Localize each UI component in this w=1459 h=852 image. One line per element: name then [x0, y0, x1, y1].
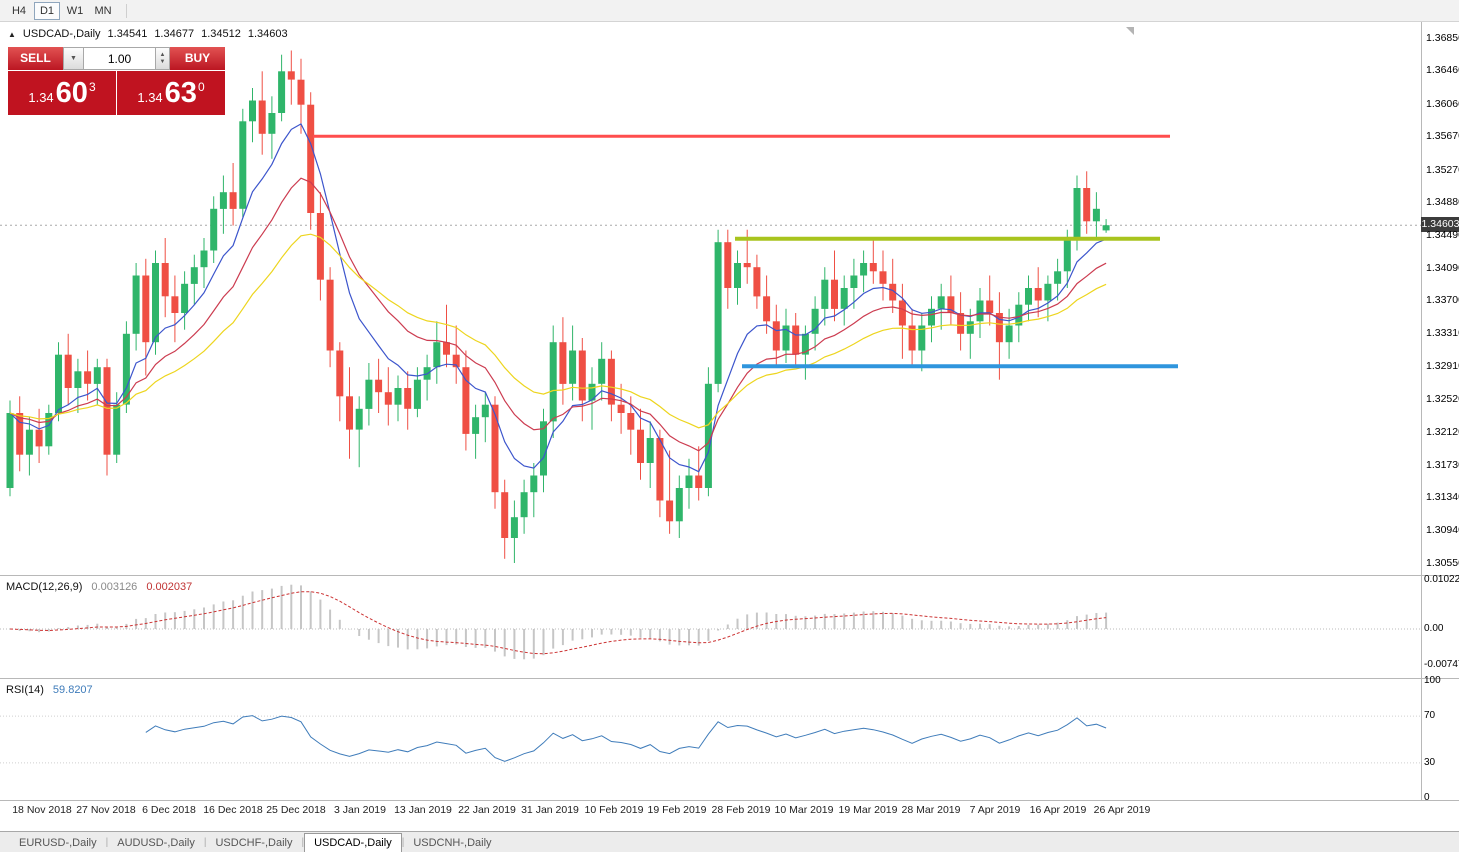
timeframe-d1[interactable]: D1 — [34, 1, 60, 20]
price-axis-label: 1.32910 — [1426, 360, 1459, 372]
price-axis-label: 1.36850 — [1426, 32, 1459, 44]
time-axis-label: 7 Apr 2019 — [969, 804, 1021, 816]
chart-tab-eurusd[interactable]: EURUSD-,Daily — [19, 837, 97, 849]
tab-separator: | — [203, 837, 207, 848]
macd-title: MACD(12,26,9) — [6, 581, 83, 593]
buy-button[interactable]: BUY — [170, 47, 225, 70]
time-axis-label: 16 Apr 2019 — [1029, 804, 1087, 816]
close-value: 1.34603 — [247, 28, 288, 40]
price-axis-line — [1421, 22, 1422, 800]
price-axis-label: 1.33700 — [1426, 294, 1459, 306]
timeframe-h4[interactable]: H4 — [11, 4, 27, 17]
price-axis-label: 1.32520 — [1426, 393, 1459, 405]
rsi-axis-label: 100 — [1424, 675, 1441, 686]
macd-panel-canvas[interactable] — [0, 576, 1421, 678]
chart-shift-marker-icon[interactable] — [1126, 27, 1134, 35]
timeframe-toolbar: H4 D1 W1 MN — [0, 0, 1459, 22]
time-axis-label: 26 Apr 2019 — [1093, 804, 1151, 816]
current-price-badge: 1.34603 — [1421, 217, 1459, 232]
timeframe-w1[interactable]: W1 — [66, 4, 84, 17]
rsi-axis-label: 70 — [1424, 710, 1436, 721]
symbol-label: USDCAD-,Daily — [22, 28, 101, 40]
price-axis-label: 1.35670 — [1426, 130, 1459, 142]
price-axis-label: 1.36460 — [1426, 64, 1459, 76]
macd-main-value: 0.003126 — [91, 581, 138, 593]
buy-price-main: 63 — [164, 76, 197, 109]
volume-input[interactable] — [84, 47, 156, 70]
sell-price-main: 60 — [55, 76, 88, 109]
price-axis-label: 1.36060 — [1426, 98, 1459, 110]
tab-separator: | — [105, 837, 109, 848]
time-axis-label: 16 Dec 2018 — [203, 804, 263, 816]
macd-signal-value: 0.002037 — [146, 581, 193, 593]
low-value: 1.34512 — [201, 28, 241, 40]
buy-price-pip: 0 — [197, 79, 205, 94]
macd-axis-label: 0.0102297 — [1424, 574, 1459, 585]
macd-axis-label: -0.0074741 — [1424, 659, 1459, 670]
price-axis-label: 1.31340 — [1426, 491, 1459, 503]
time-axis-label: 19 Feb 2019 — [647, 804, 707, 816]
price-axis-label: 1.33310 — [1426, 327, 1459, 339]
buy-price-display[interactable]: 1.34 63 0 — [117, 71, 225, 115]
volume-dropdown-icon[interactable]: ▼ — [63, 47, 84, 70]
timeframe-buttons: H4 D1 W1 MN — [6, 1, 116, 20]
buy-price-prefix: 1.34 — [137, 90, 163, 105]
macd-label: MACD(12,26,9) 0.003126 0.002037 — [6, 581, 192, 593]
toolbar-divider — [126, 3, 127, 18]
time-axis-label: 19 Mar 2019 — [838, 804, 898, 816]
macd-panel-divider[interactable] — [0, 575, 1459, 576]
chart-tab-usdchf[interactable]: USDCHF-,Daily — [215, 837, 293, 849]
macd-axis-label: 0.00 — [1424, 623, 1444, 634]
open-value: 1.34541 — [107, 28, 148, 40]
sell-price-pip: 3 — [88, 79, 96, 94]
chart-tab-usdcnh[interactable]: USDCNH-,Daily — [413, 837, 492, 849]
time-axis-divider — [0, 800, 1459, 801]
time-axis-label: 10 Mar 2019 — [774, 804, 834, 816]
rsi-value: 59.8207 — [52, 684, 93, 696]
time-axis-label: 3 Jan 2019 — [334, 804, 386, 816]
tab-separator: | — [301, 837, 305, 848]
high-value: 1.34677 — [154, 28, 195, 40]
volume-stepper[interactable]: ▲ ▼ — [156, 47, 170, 70]
sell-price-prefix: 1.34 — [28, 90, 54, 105]
tab-separator: | — [401, 837, 405, 848]
time-axis-label: 27 Nov 2018 — [76, 804, 136, 816]
rsi-panel-divider[interactable] — [0, 678, 1459, 679]
time-axis-label: 13 Jan 2019 — [394, 804, 452, 816]
rsi-title: RSI(14) — [6, 684, 44, 696]
price-axis-label: 1.34880 — [1426, 196, 1459, 208]
time-axis-label: 31 Jan 2019 — [521, 804, 579, 816]
stepper-down-icon[interactable]: ▼ — [159, 58, 166, 65]
rsi-axis-label: 0 — [1424, 792, 1430, 803]
time-axis-label: 6 Dec 2018 — [142, 804, 196, 816]
chart-ohlc-header: ▲ USDCAD-,Daily 1.34541 1.34677 1.34512 … — [8, 28, 288, 40]
price-axis-label: 1.32120 — [1426, 426, 1459, 438]
one-click-trading-panel: SELL ▼ ▲▼ BUY 1.34 60 3 1.34 63 0 — [8, 47, 225, 115]
rsi-label: RSI(14) 59.8207 — [6, 684, 93, 696]
main-chart-canvas[interactable] — [0, 22, 1421, 575]
stepper-up-icon[interactable]: ▲ — [159, 51, 166, 58]
price-axis-label: 1.34090 — [1426, 262, 1459, 274]
time-axis-label: 22 Jan 2019 — [458, 804, 516, 816]
chart-tabs-bar: EURUSD-,Daily | AUDUSD-,Daily | USDCHF-,Dail… — [0, 831, 1459, 852]
direction-up-icon: ▲ — [8, 29, 16, 39]
price-axis-label: 1.35270 — [1426, 164, 1459, 176]
rsi-panel-canvas[interactable] — [0, 679, 1421, 800]
sell-button[interactable]: SELL — [8, 47, 63, 70]
time-axis-label: 25 Dec 2018 — [266, 804, 326, 816]
price-axis-label: 1.31730 — [1426, 459, 1459, 471]
time-axis-label: 10 Feb 2019 — [584, 804, 644, 816]
rsi-axis-label: 30 — [1424, 757, 1436, 768]
time-axis-label: 28 Feb 2019 — [711, 804, 771, 816]
price-axis-label: 1.30940 — [1426, 524, 1459, 536]
time-axis-label: 18 Nov 2018 — [12, 804, 72, 816]
chart-tab-usdcad[interactable]: USDCAD-,Daily — [304, 833, 402, 852]
chart-tab-audusd[interactable]: AUDUSD-,Daily — [117, 837, 195, 849]
price-axis-label: 1.34490 — [1426, 229, 1459, 241]
sell-price-display[interactable]: 1.34 60 3 — [8, 71, 116, 115]
time-axis-label: 28 Mar 2019 — [901, 804, 961, 816]
timeframe-mn[interactable]: MN — [94, 4, 112, 17]
